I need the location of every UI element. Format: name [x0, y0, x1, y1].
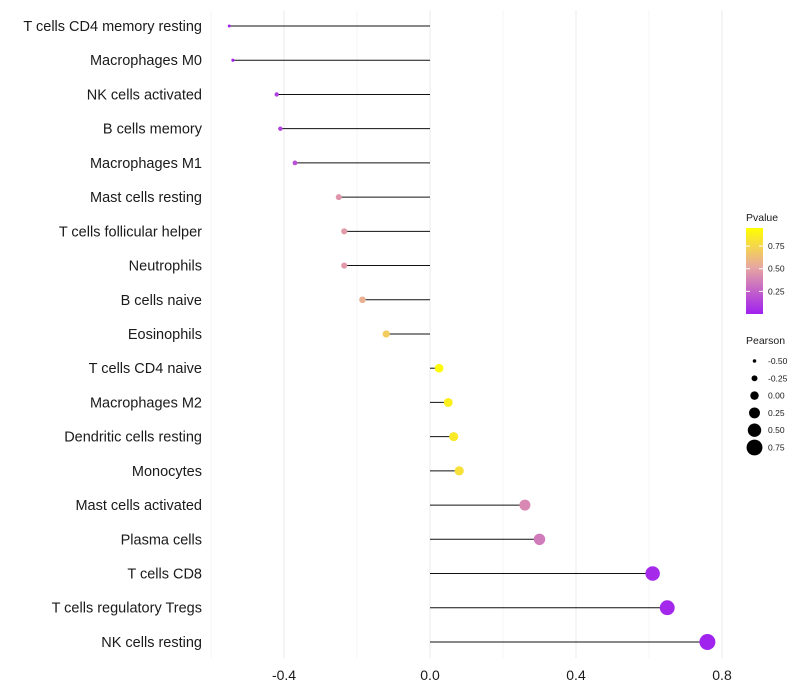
category-label: T cells follicular helper: [59, 224, 202, 240]
color-legend-label: 0.50: [768, 264, 785, 274]
color-legend-title: Pvalue: [746, 212, 778, 224]
size-legend-label: 0.50: [768, 425, 785, 435]
size-legend-dot: [749, 407, 760, 419]
category-label: T cells CD4 memory resting: [23, 19, 202, 35]
category-label: NK cells resting: [101, 635, 202, 651]
size-legend-label: 0.75: [768, 443, 785, 453]
lollipop-dot: [341, 228, 348, 235]
size-legend-dot: [752, 359, 757, 363]
category-label: T cells regulatory Tregs: [52, 601, 202, 617]
color-legend-bar: [746, 228, 763, 314]
category-label: T cells CD4 naive: [89, 361, 202, 377]
color-legend-label: 0.75: [768, 241, 785, 251]
lollipop-dot: [335, 194, 342, 201]
size-legend-label: -0.25: [768, 373, 788, 383]
lollipop-dot: [443, 397, 453, 407]
size-legend-dot: [751, 375, 758, 382]
category-label: Macrophages M0: [90, 53, 202, 69]
size-legend-title: Pearson: [746, 335, 785, 347]
lollipop-dot: [645, 566, 660, 581]
color-legend-label: 0.25: [768, 286, 785, 296]
category-label: NK cells activated: [87, 87, 202, 103]
x-tick-label: 0.8: [712, 667, 732, 683]
lollipop-dot: [519, 499, 531, 511]
category-label: Plasma cells: [121, 532, 202, 548]
lollipop-stems: [229, 25, 708, 643]
lollipop-dot: [359, 296, 366, 304]
x-tick-label: -0.4: [272, 667, 296, 683]
size-legend-label: -0.50: [768, 356, 788, 366]
lollipop-dot: [699, 633, 716, 650]
category-label: B cells naive: [121, 293, 202, 309]
category-label: Macrophages M2: [90, 395, 202, 411]
category-label: Eosinophils: [128, 327, 202, 343]
lollipop-dot: [533, 533, 546, 546]
size-legend-label: 0.00: [768, 391, 785, 401]
lollipop-dot: [278, 126, 283, 131]
lollipop-dot: [449, 432, 459, 442]
size-legend-label: 0.25: [768, 408, 785, 418]
category-label: Mast cells activated: [75, 498, 202, 514]
category-label: Neutrophils: [129, 259, 202, 275]
category-labels: T cells CD4 memory resting Macrophages M0…: [23, 19, 202, 651]
lollipop-dot: [659, 600, 675, 616]
lollipop-dot: [231, 58, 235, 62]
x-tick-label: 0.4: [566, 667, 586, 683]
lollipop-dot: [292, 160, 298, 166]
lollipop-dot: [382, 330, 390, 338]
lollipop-dot: [341, 262, 348, 269]
x-axis-ticks: -0.4 0.0 0.4 0.8: [272, 667, 732, 683]
size-legend-dot: [750, 391, 759, 400]
legends: Pvalue 0.75 0.50 0.25 Pearson -0.50 -0.25 0.00 0…: [746, 212, 788, 456]
category-label: Macrophages M1: [90, 156, 202, 172]
category-label: Dendritic cells resting: [64, 430, 202, 446]
category-label: Mast cells resting: [90, 190, 202, 206]
lollipop-dot: [227, 24, 231, 28]
lollipop-dot: [434, 363, 444, 373]
size-legend-dot: [747, 423, 762, 437]
category-label: Monocytes: [132, 464, 202, 480]
lollipop-dot: [454, 466, 464, 476]
lollipop-dot: [274, 92, 279, 97]
size-legend-dot: [746, 439, 763, 456]
x-tick-label: 0.0: [420, 667, 440, 683]
category-label: B cells memory: [103, 122, 203, 138]
gridlines: [210, 10, 723, 658]
category-label: T cells CD8: [127, 567, 202, 583]
lollipop-dots: [227, 24, 716, 650]
